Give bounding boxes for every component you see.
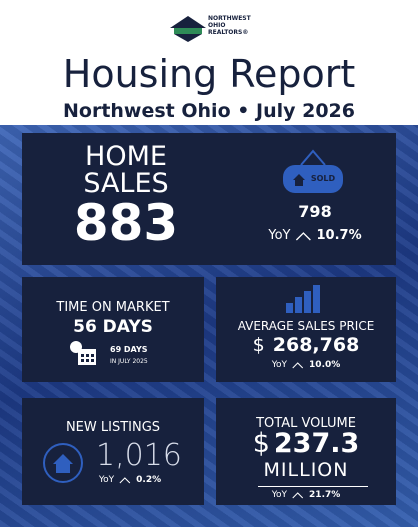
value: 1,016 <box>96 438 182 473</box>
value: 268,768 <box>272 334 360 356</box>
up-chevron <box>296 231 311 240</box>
previous-note: IN JULY 2025 <box>110 358 148 365</box>
previous-value: 798 <box>298 202 332 221</box>
logo-line: REALTORS® <box>208 29 249 36</box>
yoy: YoY 21.7% <box>272 490 341 500</box>
currency: $ <box>252 334 265 356</box>
up-chevron <box>292 362 304 369</box>
label: AVERAGE SALES PRICE <box>237 319 375 333</box>
up-chevron <box>292 492 304 499</box>
yoy-value: 10.7% <box>316 228 362 243</box>
label: TOTAL VOLUME <box>256 416 356 431</box>
yoy-value: 21.7% <box>309 490 341 500</box>
yoy-label: YoY <box>268 228 291 243</box>
bar-icon <box>286 285 320 313</box>
previous-value: 69 DAYS <box>110 345 148 354</box>
average-price-card: AVERAGE SALES PRICE $ 268,768 YoY 10.0% <box>216 277 396 382</box>
unit: MILLION <box>263 459 349 481</box>
calendar-icon <box>70 341 96 365</box>
yoy: YoY 0.2% <box>99 475 161 485</box>
logo-line: OHIO <box>208 22 226 29</box>
label: NEW LISTINGS <box>65 420 161 435</box>
yoy-value: 10.0% <box>309 360 341 370</box>
logo-icon <box>170 16 206 42</box>
sign-text: SOLD <box>311 174 336 183</box>
house-icon <box>43 443 83 483</box>
currency: $ <box>252 428 270 459</box>
yoy: YoY 10.0% <box>272 360 341 370</box>
value: 56 DAYS <box>73 317 153 337</box>
new-listings-card: NEW LISTINGS 1,016 YoY 0.2% <box>22 398 204 505</box>
home-sales-card: HOME SALES 883 SOLD 798 YoY 10.7% <box>22 133 396 265</box>
yoy-label: YoY <box>271 490 288 500</box>
logo-line: NORTHWEST <box>208 15 251 22</box>
yoy-label: YoY <box>98 475 115 485</box>
volume: $ 237.3 <box>253 428 360 459</box>
sold-sign-icon: SOLD <box>283 149 343 193</box>
logo-text: NORTHWEST OHIO REALTORS® <box>208 15 251 36</box>
divider <box>258 486 368 487</box>
yoy-value: 0.2% <box>136 475 162 485</box>
label: TIME ON MARKET <box>56 300 170 315</box>
yoy-label: YoY <box>271 360 288 370</box>
label: SALES <box>83 168 169 199</box>
value: 237.3 <box>273 428 360 459</box>
yoy: YoY 10.7% <box>268 228 361 243</box>
home-sales-value: 883 <box>73 194 179 252</box>
up-chevron <box>119 477 131 484</box>
price: $ 268,768 <box>253 334 360 356</box>
total-volume-card: TOTAL VOLUME $ 237.3 MILLION YoY 21.7% <box>216 398 396 505</box>
label: HOME <box>85 141 167 172</box>
time-on-market-card: TIME ON MARKET 56 DAYS 69 DAYS IN JULY 2… <box>22 277 204 382</box>
title: Housing Report <box>62 52 356 96</box>
subtitle: Northwest Ohio • July 2026 <box>63 100 355 122</box>
